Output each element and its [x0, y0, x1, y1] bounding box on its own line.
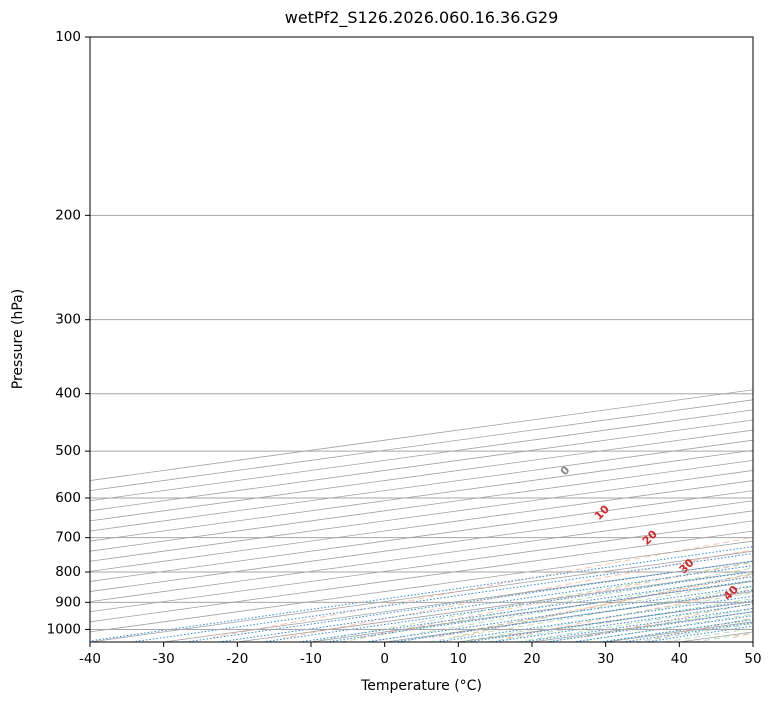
isotherm — [310, 581, 753, 642]
plot-frame — [89, 36, 754, 643]
isotherm — [90, 550, 753, 642]
x-tick-label: -20 — [226, 651, 248, 667]
mixing-ratio-line — [492, 603, 753, 642]
x-tick-label: -40 — [79, 651, 101, 667]
isotherm — [679, 631, 753, 642]
mixing-ratio-line — [467, 600, 753, 642]
isotherm — [90, 520, 753, 613]
isotherm — [90, 470, 753, 562]
isotherm — [90, 530, 753, 623]
y-tick-label: 300 — [55, 312, 81, 328]
isotherm — [90, 439, 753, 532]
isotherm — [90, 409, 753, 502]
dry-adiabat — [729, 632, 753, 639]
chart-title: wetPf2_S126.2026.060.16.36.G29 — [284, 8, 559, 27]
mixing-ratio-line — [218, 565, 753, 642]
wet-adiabat-label: 20 — [640, 527, 660, 547]
isotherm — [90, 480, 753, 572]
moist-adiabat — [399, 580, 753, 642]
mixing-ratio-line — [394, 589, 753, 642]
x-tick-label: 50 — [744, 651, 761, 667]
mixing-ratio-line — [436, 595, 753, 642]
mixing-ratio-line — [131, 553, 753, 642]
y-tick-label: 100 — [55, 29, 81, 45]
moist-adiabat — [428, 586, 753, 642]
isotherm — [531, 611, 753, 642]
x-tick-label: 40 — [671, 651, 688, 667]
mixing-ratio-line — [185, 560, 753, 642]
y-tick-label: 900 — [55, 594, 81, 610]
isotherm — [752, 641, 753, 642]
pressure-gridlines — [90, 37, 753, 630]
moist-adiabat — [517, 603, 753, 642]
dry-adiabat — [357, 561, 753, 639]
y-tick-label: 600 — [55, 490, 81, 506]
isotherm — [90, 500, 753, 592]
moist-adiabat — [310, 561, 753, 642]
isotherm — [90, 490, 753, 582]
dry-adiabat — [654, 617, 753, 639]
x-tick-label: 20 — [523, 651, 540, 667]
isotherm — [90, 419, 753, 512]
isotherm — [90, 540, 753, 633]
x-tick-label: -30 — [153, 651, 175, 667]
isotherm — [90, 389, 753, 481]
moist-adiabat — [340, 567, 753, 642]
x-tick-label: -10 — [300, 651, 322, 667]
y-tick-label: 1000 — [47, 621, 81, 637]
reference-line — [449, 572, 753, 639]
isotherm — [90, 459, 753, 552]
isotherm — [90, 449, 753, 542]
dry-adiabat — [506, 588, 753, 639]
x-tick-label: 10 — [450, 651, 467, 667]
mixing-ratio-line — [262, 571, 753, 642]
mixing-ratio-line — [90, 546, 753, 642]
wet-adiabat-label: 10 — [592, 502, 612, 522]
x-tick-label: 30 — [597, 651, 614, 667]
moist-adiabat — [576, 613, 753, 642]
x-axis-ticks: -40 -30 -20 -10 0 10 20 30 40 50 — [79, 642, 762, 667]
isotherm — [90, 510, 753, 603]
background-lines — [90, 389, 753, 642]
isotherm — [384, 591, 753, 642]
y-tick-label: 400 — [55, 386, 81, 402]
moist-adiabat — [664, 627, 753, 642]
isotherm — [458, 601, 753, 642]
moist-adiabat — [369, 573, 753, 642]
moist-adiabat — [487, 597, 753, 642]
x-axis-label: Temperature (°C) — [361, 678, 482, 694]
x-tick-label: 0 — [380, 651, 389, 667]
mixing-ratio-line — [622, 622, 753, 642]
isotherm — [90, 399, 753, 492]
isotherm — [163, 560, 753, 642]
y-tick-label: 200 — [55, 207, 81, 223]
dry-adiabat — [208, 536, 753, 639]
line-labels: -100-90-80-70-60-50-40-30-20-100.10.20.4… — [558, 463, 741, 603]
isotherm — [237, 570, 753, 642]
y-tick-label: 500 — [55, 443, 81, 459]
y-tick-label: 800 — [55, 564, 81, 580]
dry-adiabat — [580, 602, 753, 639]
y-tick-label: 700 — [55, 530, 81, 546]
y-axis-ticks: 100 200 300 400 500 600 700 800 900 1000 — [47, 29, 90, 637]
moist-adiabat — [546, 608, 753, 642]
isotherm — [90, 429, 753, 522]
mixing-ratio-line — [522, 607, 753, 642]
